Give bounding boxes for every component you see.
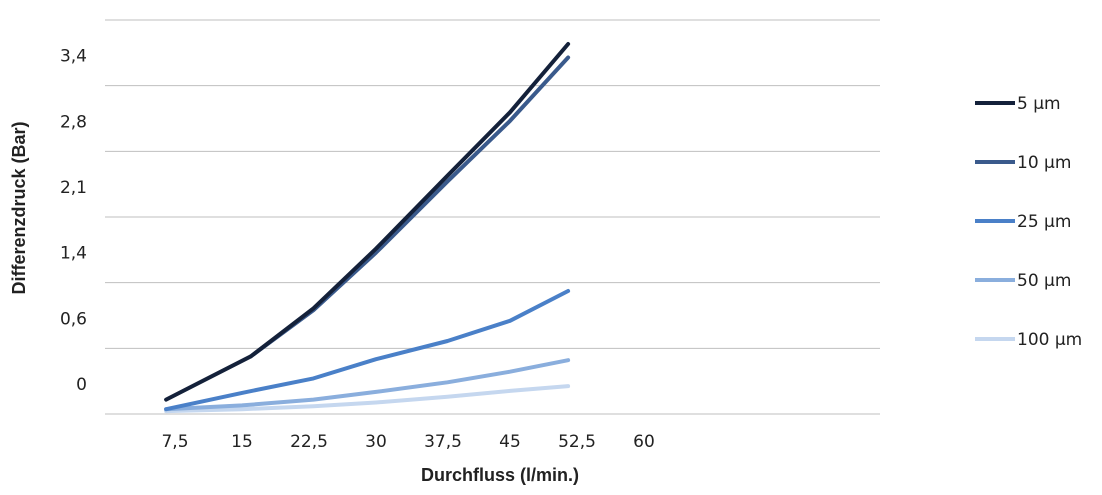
y-tick-label: 0,6: [60, 309, 87, 329]
legend-label: 5 µm: [1017, 94, 1061, 114]
x-tick-label: 52,5: [558, 432, 596, 452]
legend-label: 50 µm: [1017, 271, 1071, 291]
y-tick-label: 0: [76, 375, 87, 395]
grid-lines: [105, 19, 880, 349]
series-line: [164, 384, 571, 414]
y-tick-labels: 0 0,6 1,4 2,1 2,8 3,4 4,1: [60, 0, 87, 395]
legend-label: 100 µm: [1017, 330, 1082, 350]
y-tick-label: 2,8: [60, 112, 87, 132]
x-tick-label: 60: [633, 432, 655, 452]
y-tick-label: 1,4: [60, 244, 87, 264]
x-tick-label: 7,5: [161, 432, 188, 452]
x-tick-label: 30: [365, 432, 387, 452]
legend: 5 µm 10 µm 25 µm 50 µm 100 µm: [975, 94, 1082, 350]
series-line: [164, 358, 571, 412]
x-tick-label: 37,5: [424, 432, 462, 452]
y-tick-label: 2,1: [60, 178, 87, 198]
legend-label: 10 µm: [1017, 153, 1071, 173]
y-tick-label: 3,4: [60, 47, 87, 67]
y-tick-label: 4,1: [60, 0, 87, 1]
x-tick-label: 22,5: [290, 432, 328, 452]
series-line: [164, 42, 571, 402]
x-axis-title: Durchfluss (l/min.): [421, 465, 579, 485]
x-tick-labels: 7,5 15 22,5 30 37,5 45 52,5 60: [161, 432, 654, 452]
x-tick-label: 15: [231, 432, 253, 452]
legend-label: 25 µm: [1017, 212, 1071, 232]
series-lines: [164, 42, 571, 414]
x-tick-label: 45: [499, 432, 521, 452]
y-axis-title: Differenzdruck (Bar): [9, 121, 29, 294]
series-line: [164, 289, 571, 412]
